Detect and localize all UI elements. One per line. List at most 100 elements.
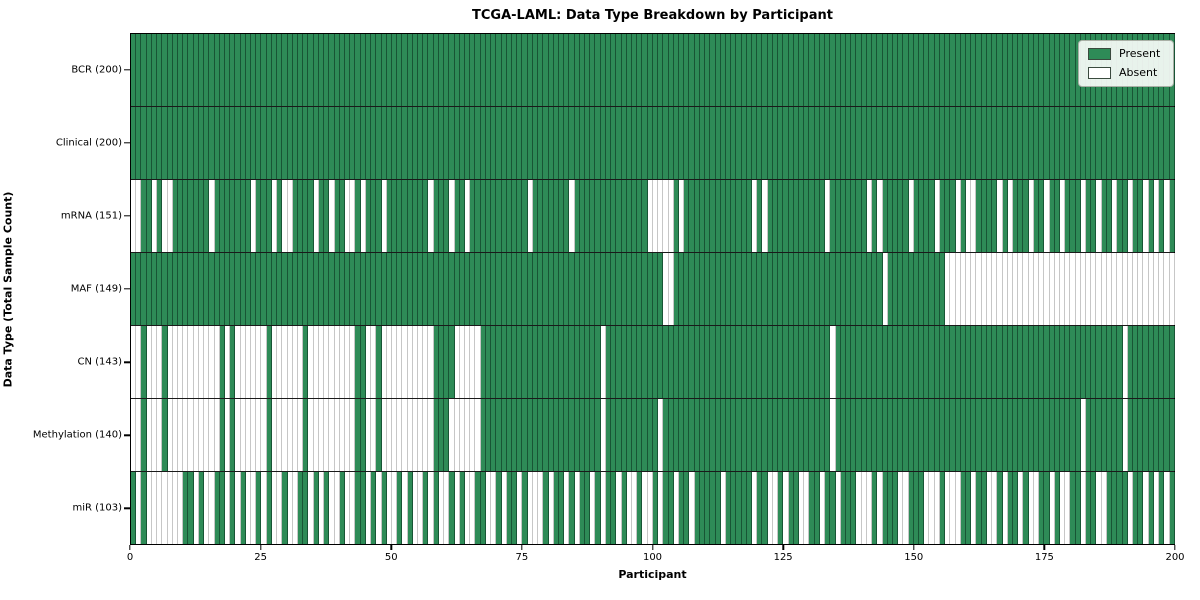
heatmap-cell (511, 326, 518, 398)
heatmap-cell (647, 472, 653, 544)
heatmap-cell (752, 180, 758, 252)
heatmap-cell (861, 326, 867, 398)
heatmap-cell (1127, 399, 1133, 471)
heatmap-cell (976, 107, 982, 179)
heatmap-cell (193, 472, 199, 544)
heatmap-cell (397, 399, 403, 471)
heatmap-cell (350, 253, 356, 325)
heatmap-cell (647, 34, 653, 106)
heatmap-cell (887, 326, 893, 398)
heatmap-cell (193, 253, 199, 325)
heatmap-cell (517, 34, 523, 106)
heatmap-cell (955, 180, 961, 252)
heatmap-cell (470, 472, 476, 544)
heatmap-cell (913, 34, 920, 106)
heatmap-cell (778, 326, 784, 398)
heatmap-cell (1169, 326, 1175, 398)
heatmap-cell (136, 107, 142, 179)
heatmap-cell (569, 253, 575, 325)
heatmap-cell (772, 180, 779, 252)
heatmap-cell (298, 253, 304, 325)
heatmap-cell (1127, 326, 1133, 398)
heatmap-cell (898, 253, 904, 325)
heatmap-cell (595, 180, 601, 252)
heatmap-cell (172, 107, 178, 179)
heatmap-cell (183, 180, 189, 252)
heatmap-cell (720, 253, 726, 325)
heatmap-cell (861, 107, 867, 179)
heatmap-cell (167, 253, 173, 325)
heatmap-cell (365, 326, 372, 398)
heatmap-cell (1039, 253, 1045, 325)
heatmap-cell (1075, 180, 1081, 252)
heatmap-cell (282, 326, 288, 398)
heatmap-cell (245, 180, 252, 252)
heatmap-cell (585, 253, 591, 325)
heatmap-cell (350, 34, 356, 106)
heatmap-cell (407, 180, 413, 252)
heatmap-cell (266, 472, 272, 544)
heatmap-cell (282, 34, 288, 106)
heatmap-cell (1070, 472, 1076, 544)
heatmap-cell (1122, 472, 1128, 544)
heatmap-cell (438, 399, 445, 471)
heatmap-cell (214, 107, 220, 179)
heatmap-cell (1169, 399, 1175, 471)
heatmap-cell (819, 34, 826, 106)
y-tick-label: mRNA (151) (60, 210, 122, 222)
heatmap-cell (444, 326, 450, 398)
heatmap-cell (334, 399, 340, 471)
heatmap-cell (324, 472, 330, 544)
heatmap-cell (251, 326, 257, 398)
heatmap-cell (611, 107, 617, 179)
heatmap-cell (496, 253, 502, 325)
heatmap-cell (903, 326, 909, 398)
heatmap-cell (673, 107, 679, 179)
heatmap-cell (564, 326, 570, 398)
heatmap-cell (391, 253, 398, 325)
heatmap-cell (266, 34, 272, 106)
heatmap-cell (945, 180, 951, 252)
heatmap-cell (511, 34, 518, 106)
heatmap-cell (355, 107, 361, 179)
heatmap-cell (209, 180, 215, 252)
heatmap-cell (590, 399, 596, 471)
heatmap-cell (151, 34, 158, 106)
heatmap-cell (1049, 399, 1055, 471)
heatmap-cell (778, 180, 784, 252)
heatmap-cell (339, 180, 345, 252)
heatmap-cell (585, 107, 591, 179)
heatmap-cell (1018, 399, 1024, 471)
heatmap-cell (391, 180, 398, 252)
heatmap-cell (303, 253, 309, 325)
heatmap-cell (1012, 180, 1019, 252)
heatmap-cell (1023, 253, 1029, 325)
heatmap-cell (292, 180, 298, 252)
heatmap-cell (433, 472, 439, 544)
heatmap-cell (355, 399, 361, 471)
heatmap-cell (564, 34, 570, 106)
heatmap-cell (1127, 472, 1133, 544)
heatmap-cell (809, 107, 815, 179)
heatmap-cell (913, 180, 920, 252)
heatmap-cell (1080, 107, 1087, 179)
heatmap-cell (522, 180, 528, 252)
heatmap-cell (397, 253, 403, 325)
heatmap-cell (595, 107, 601, 179)
heatmap-cell (157, 253, 163, 325)
heatmap-cell (741, 180, 747, 252)
heatmap-cell (595, 472, 601, 544)
heatmap-cell (866, 34, 873, 106)
heatmap-cell (491, 107, 497, 179)
heatmap-cell (710, 180, 716, 252)
heatmap-cell (945, 326, 951, 398)
heatmap-cell (579, 34, 586, 106)
heatmap-cell (548, 399, 554, 471)
heatmap-cell (506, 34, 512, 106)
heatmap-cell (402, 253, 408, 325)
heatmap-cell (799, 472, 805, 544)
heatmap-cell (715, 472, 721, 544)
heatmap-cell (992, 253, 998, 325)
heatmap-cell (511, 472, 518, 544)
heatmap-cell (292, 472, 298, 544)
